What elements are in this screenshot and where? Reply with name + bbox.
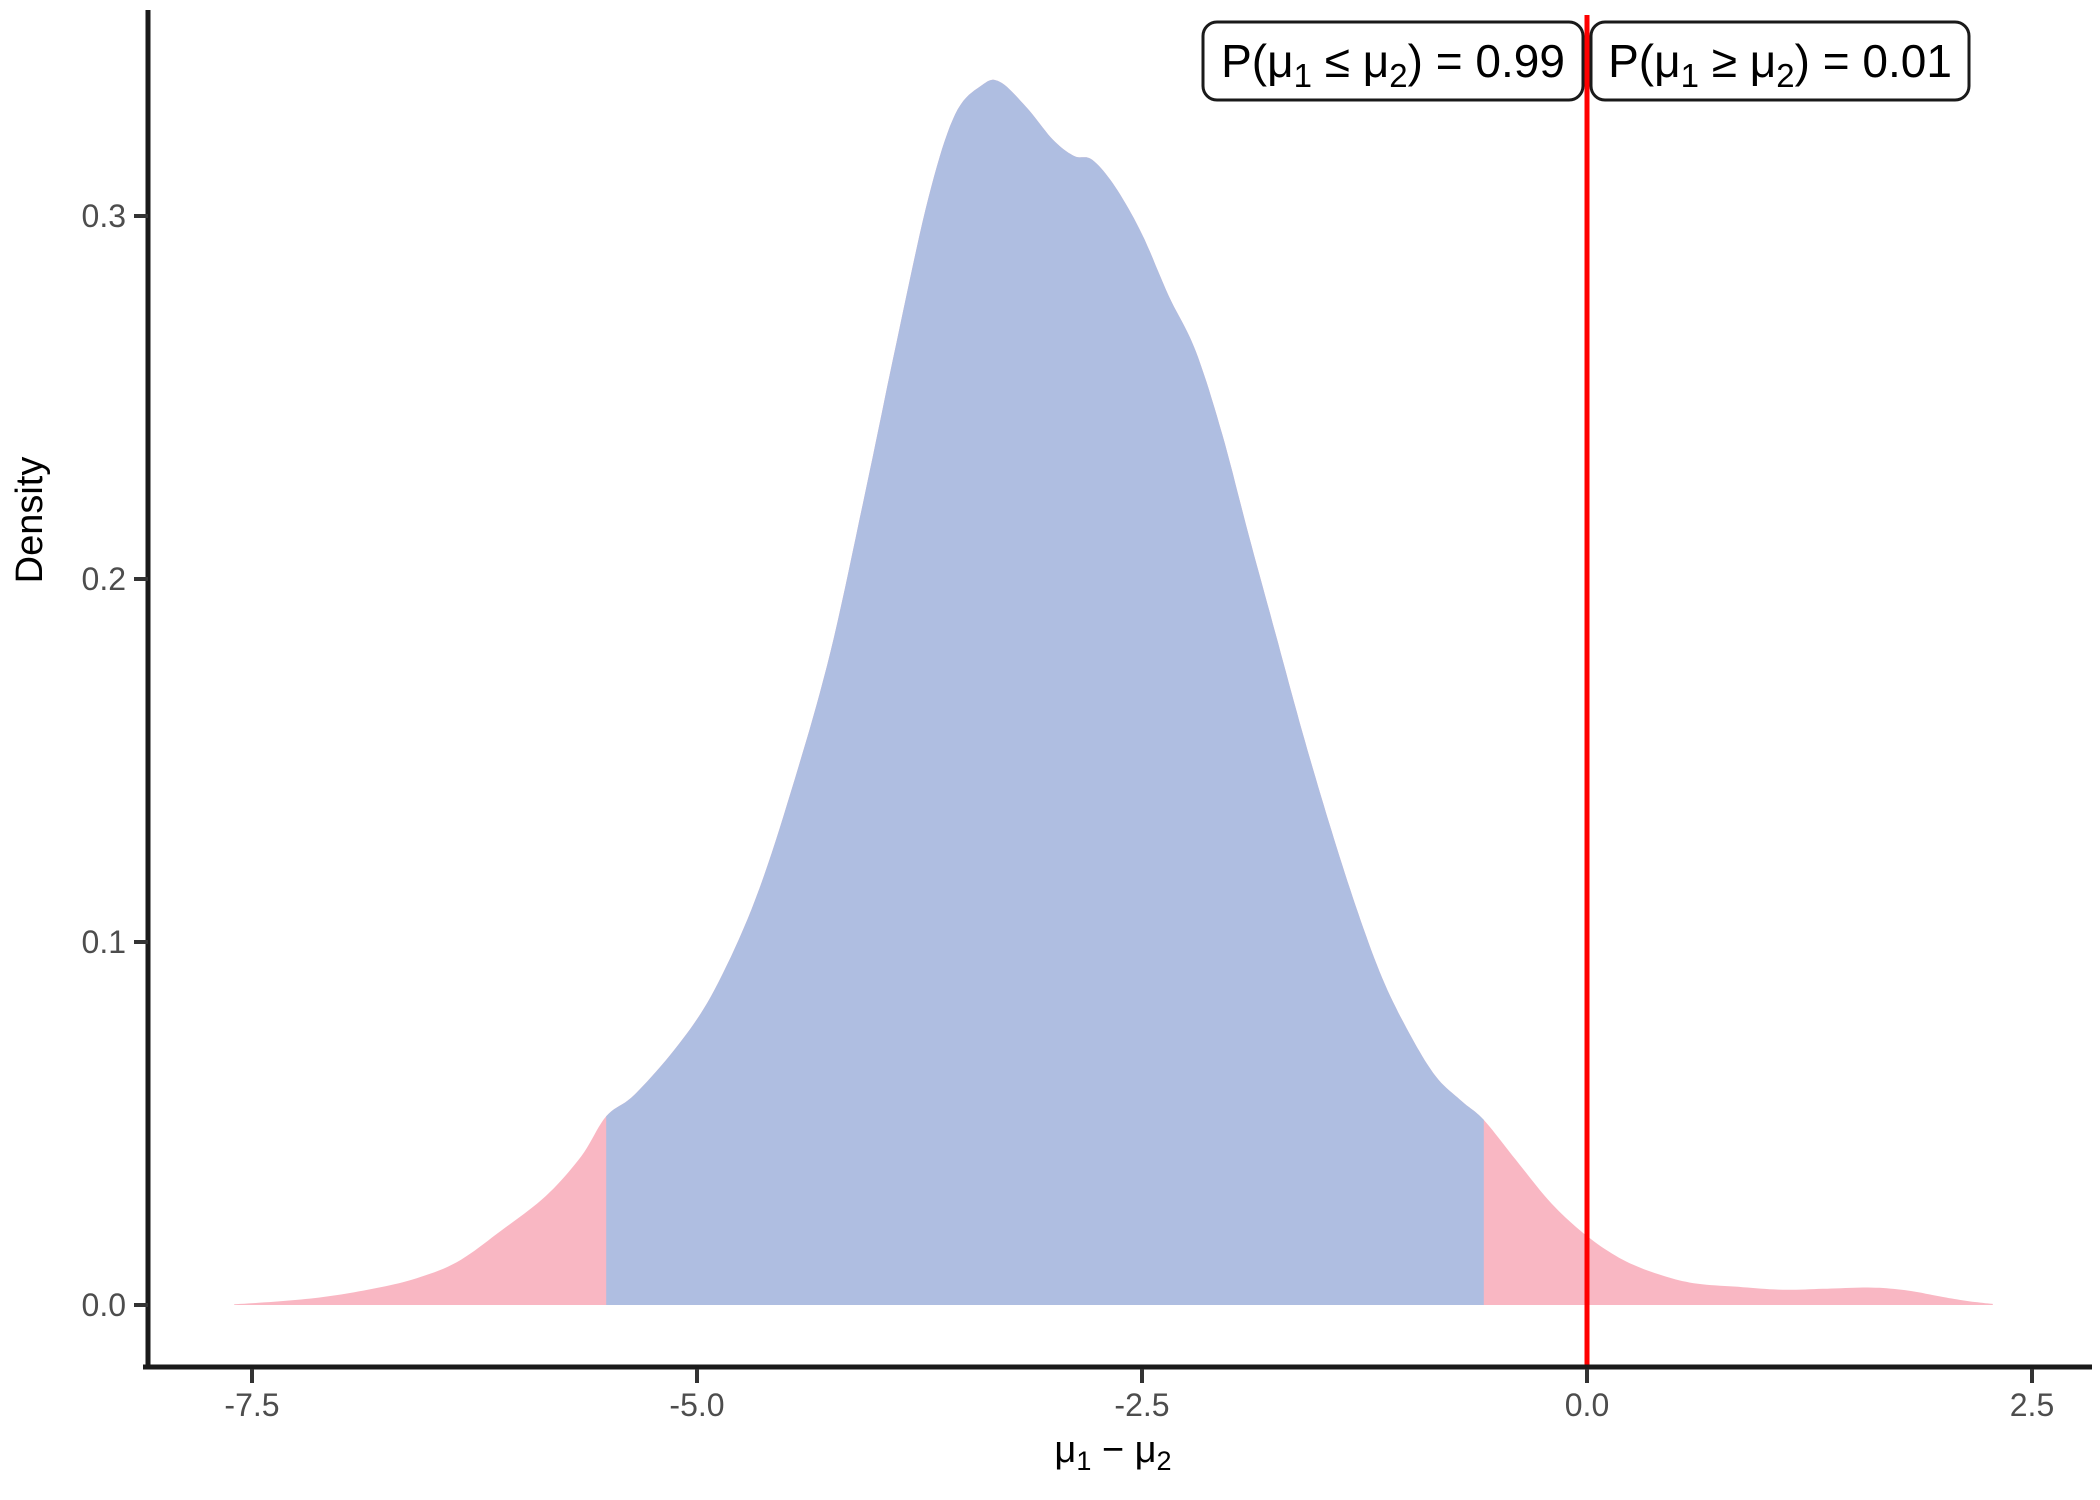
density-hdi-area: [606, 79, 1484, 1305]
probability-label-left: P(μ1 ≤ μ2) = 0.99: [1221, 35, 1565, 94]
x-axis-tick-label: -7.5: [224, 1387, 279, 1423]
y-axis-tick-label: 0.1: [82, 924, 126, 960]
y-axis-tick-label: 0.0: [82, 1287, 126, 1323]
x-axis-title: μ1 − μ2: [1054, 1429, 1171, 1476]
y-axis-tick-label: 0.3: [82, 198, 126, 234]
axis-ticks: [134, 214, 2034, 1383]
axis-tick-labels: -7.5 -5.0 -2.5 0.0 2.5 0.0 0.1 0.2 0.3: [82, 198, 2055, 1423]
x-axis-tick-label: 0.0: [1565, 1387, 1609, 1423]
probability-labels: P(μ1 ≤ μ2) = 0.99 P(μ1 ≥ μ2) = 0.01: [1201, 20, 1971, 102]
density-areas: [234, 79, 1993, 1305]
x-axis-tick-label: -2.5: [1114, 1387, 1169, 1423]
probability-label-left-box: [1201, 20, 1585, 102]
y-axis-tick-label: 0.2: [82, 561, 126, 597]
y-axis-title: Density: [9, 457, 51, 584]
probability-label-right-box: [1589, 20, 1971, 102]
x-axis-tick-label: 2.5: [2010, 1387, 2054, 1423]
probability-label-right: P(μ1 ≥ μ2) = 0.01: [1608, 35, 1952, 94]
x-axis-tick-label: -5.0: [669, 1387, 724, 1423]
